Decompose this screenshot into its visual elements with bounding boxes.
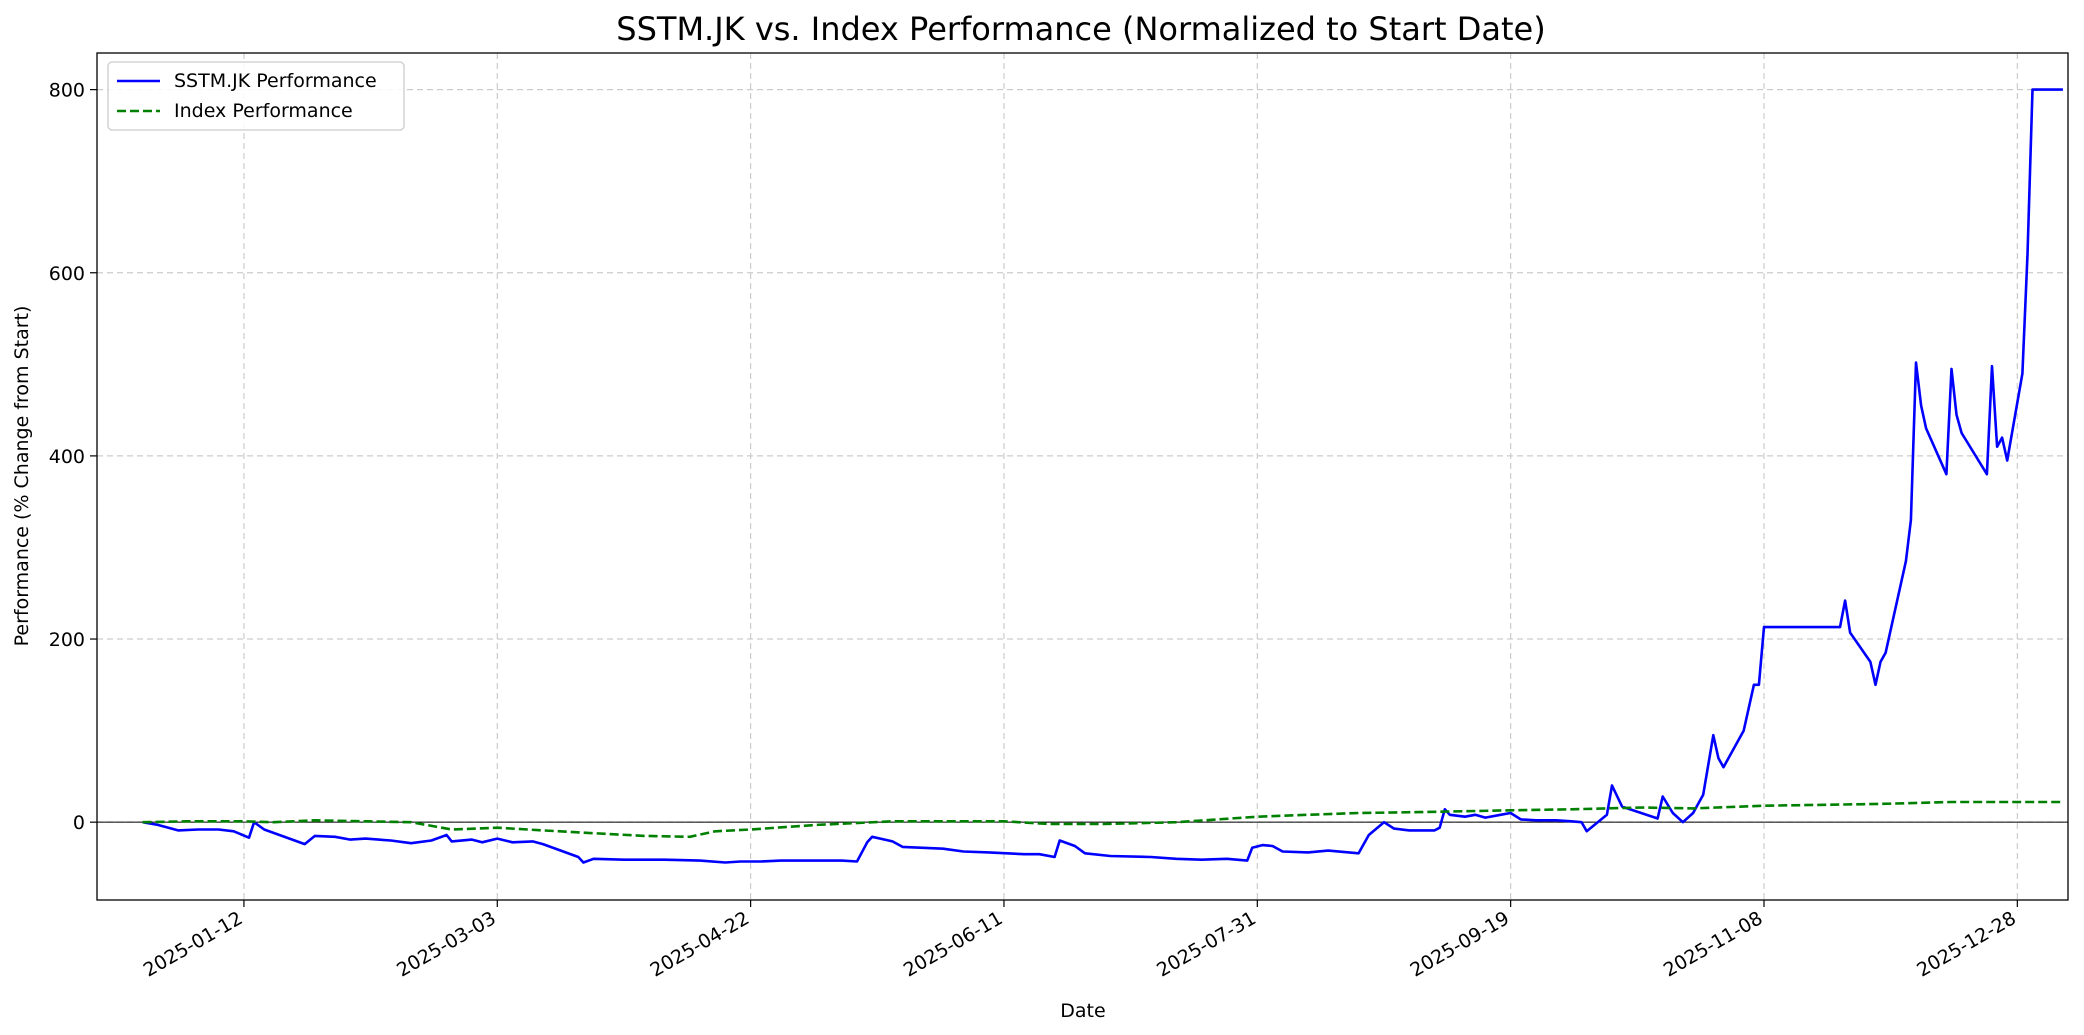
- series-line-sstm: [142, 88, 2063, 864]
- legend-box: [107, 61, 405, 131]
- y-tick-label: 0: [73, 812, 85, 834]
- series-group: [142, 88, 2063, 864]
- series-line-index: [142, 800, 2063, 839]
- y-tick-label: 200: [49, 629, 85, 651]
- y-tick-label: 800: [49, 80, 85, 102]
- y-tick-label: 600: [49, 263, 85, 285]
- legend: SSTM.JK Performance Index Performance: [107, 61, 405, 131]
- plot-frame: [96, 52, 2069, 901]
- x-axis-label: Date: [1060, 1000, 1105, 1022]
- legend-label-index: Index Performance: [174, 100, 353, 122]
- y-axis-ticks: 0 200 400 600 800: [49, 80, 97, 834]
- y-axis-label: Performance (% Change from Start): [11, 306, 33, 647]
- chart-title: SSTM.JK vs. Index Performance (Normalize…: [616, 10, 1545, 48]
- y-tick-label: 400: [49, 446, 85, 468]
- legend-label-sstm: SSTM.JK Performance: [174, 70, 377, 92]
